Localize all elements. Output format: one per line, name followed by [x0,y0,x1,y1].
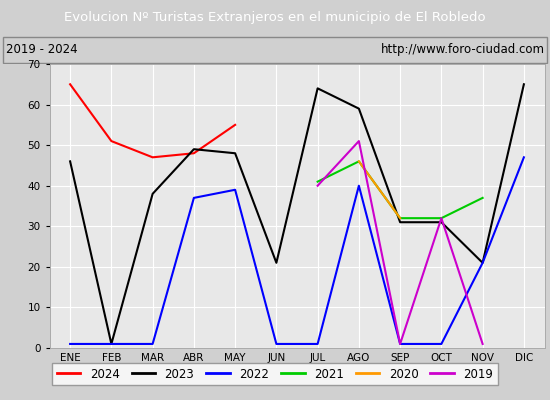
Text: http://www.foro-ciudad.com: http://www.foro-ciudad.com [381,44,544,56]
Text: 2019 - 2024: 2019 - 2024 [6,44,77,56]
Legend: 2024, 2023, 2022, 2021, 2020, 2019: 2024, 2023, 2022, 2021, 2020, 2019 [52,363,498,385]
Text: Evolucion Nº Turistas Extranjeros en el municipio de El Robledo: Evolucion Nº Turistas Extranjeros en el … [64,12,486,24]
